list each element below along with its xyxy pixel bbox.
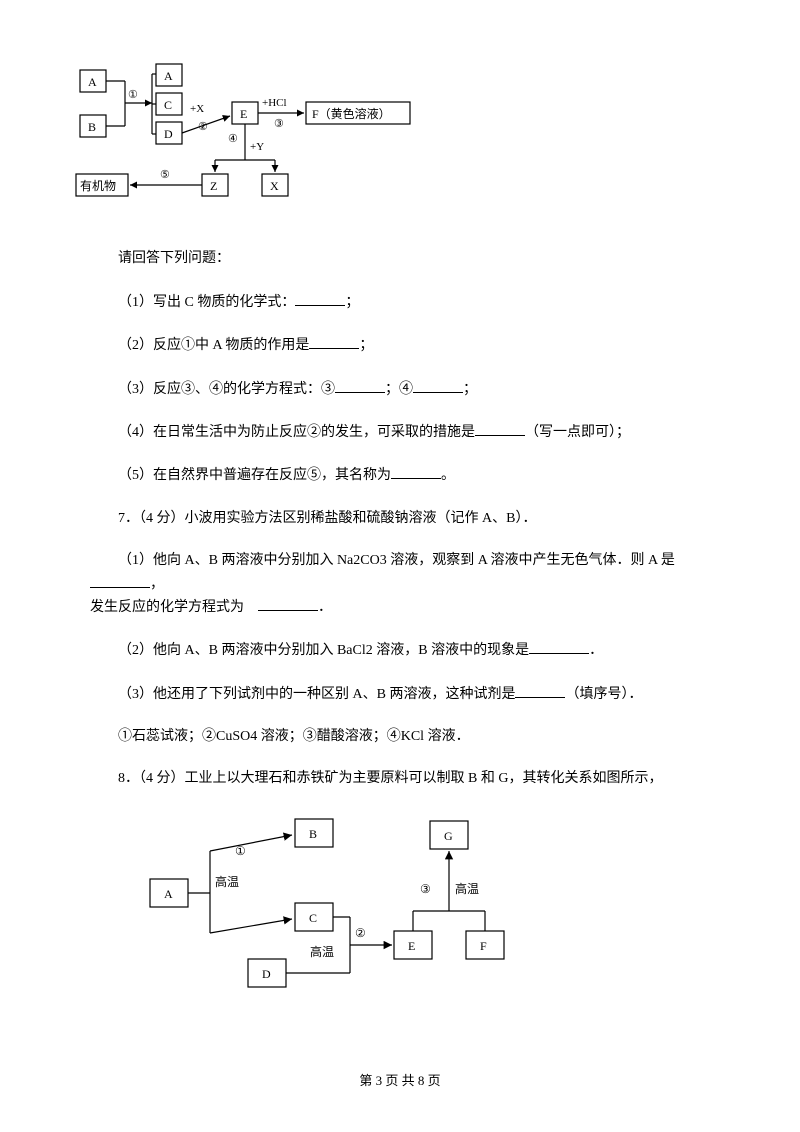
node-X: X [270, 179, 279, 193]
d2-hi2: 高温 [310, 944, 334, 959]
q7-3a: （3）他还用了下列试剂中的一种区别 A、B 两溶液，这种试剂是 [118, 687, 515, 702]
q6-2a: （2）反应①中 A 物质的作用是 [118, 338, 309, 353]
q6-4b: （写一点即可）； [525, 425, 630, 440]
node-F: F（黄色溶液） [312, 106, 391, 121]
d2-A: A [164, 887, 173, 901]
d2-C: C [309, 911, 317, 925]
q7-1d: ． [318, 600, 332, 615]
d2-l1: ① [235, 844, 246, 858]
d2-D: D [262, 967, 271, 981]
blank [90, 573, 150, 588]
d2-G: G [444, 829, 453, 843]
node-D: D [164, 127, 173, 141]
q6-4a: （4）在日常生活中为防止反应②的发生，可采取的措施是 [118, 425, 475, 440]
blank [515, 683, 565, 698]
q6-1: （1）写出 C 物质的化学式： ； [90, 291, 730, 314]
blank [295, 291, 345, 306]
node-A1: A [88, 75, 97, 89]
q7-title: 7．（4 分）小波用实验方法区别稀盐酸和硫酸钠溶液（记作 A、B）． [90, 508, 730, 530]
q6-intro: 请回答下列问题： [90, 248, 730, 270]
q7-3: （3）他还用了下列试剂中的一种区别 A、B 两溶液，这种试剂是 （填序号）． [90, 683, 730, 706]
blank [391, 464, 441, 479]
node-organic: 有机物 [80, 179, 116, 193]
q7-2: （2）他向 A、B 两溶液中分别加入 BaCl2 溶液，B 溶液中的现象是 ． [90, 639, 730, 662]
q6-2: （2）反应①中 A 物质的作用是 ； [90, 334, 730, 357]
edge-3h: +HCl [262, 97, 287, 109]
blank [529, 639, 589, 654]
d2-B: B [309, 827, 317, 841]
edge-3: ③ [274, 118, 284, 130]
q6-3: （3）反应③、④的化学方程式：③ ；④ ； [90, 378, 730, 401]
diagram-1: A B ① A C D +X ② [70, 60, 730, 218]
blank [413, 378, 463, 393]
q7-3b: （填序号）． [565, 687, 642, 702]
d2-hi3: 高温 [455, 881, 479, 896]
d2-F: F [480, 939, 487, 953]
d2-hi1: 高温 [215, 874, 239, 889]
blank [258, 596, 318, 611]
blank [475, 421, 525, 436]
edge-5: ⑤ [160, 169, 170, 181]
q8-title: 8．（4 分）工业上以大理石和赤铁矿为主要原料可以制取 B 和 G，其转化关系如… [90, 768, 730, 790]
node-C: C [164, 98, 172, 112]
q7-1: （1）他向 A、B 两溶液中分别加入 Na2CO3 溶液，观察到 A 溶液中产生… [90, 550, 730, 619]
q7-2a: （2）他向 A、B 两溶液中分别加入 BaCl2 溶液，B 溶液中的现象是 [118, 643, 529, 658]
d2-E: E [408, 939, 415, 953]
q6-5b: 。 [441, 468, 455, 483]
q7-1a: （1）他向 A、B 两溶液中分别加入 Na2CO3 溶液，观察到 A 溶液中产生… [90, 553, 675, 568]
node-B: B [88, 120, 96, 134]
q6-3a: （3）反应③、④的化学方程式：③ [118, 382, 335, 397]
blank [309, 334, 359, 349]
diagram-2: A ① 高温 B C D ② 高温 E [140, 811, 730, 1009]
q7-2b: ． [589, 643, 603, 658]
edge-2: ② [198, 121, 208, 133]
q6-1a: （1）写出 C 物质的化学式： [118, 295, 295, 310]
q6-4: （4）在日常生活中为防止反应②的发生，可采取的措施是 （写一点即可）； [90, 421, 730, 444]
q6-5: （5）在自然界中普遍存在反应⑤，其名称为 。 [90, 464, 730, 487]
q6-2b: ； [359, 338, 373, 353]
edge-4y: +Y [250, 141, 264, 153]
edge-2x: +X [190, 103, 204, 115]
d2-l2: ② [355, 926, 366, 940]
q6-3b: ；④ [385, 382, 413, 397]
q7-4: ①石蕊试液；②CuSO4 溶液；③醋酸溶液；④KCl 溶液． [90, 726, 730, 748]
q7-1c: 发生反应的化学方程式为 [90, 600, 258, 615]
page-footer: 第 3 页 共 8 页 [0, 1071, 800, 1092]
q6-1b: ； [345, 295, 359, 310]
q7-1b: ， [150, 577, 164, 592]
d2-l3: ③ [420, 882, 431, 896]
edge-1: ① [128, 89, 138, 101]
node-E: E [240, 107, 247, 121]
q6-3c: ； [463, 382, 477, 397]
node-Z: Z [210, 179, 217, 193]
q6-5a: （5）在自然界中普遍存在反应⑤，其名称为 [118, 468, 391, 483]
edge-4: ④ [228, 133, 238, 145]
blank [335, 378, 385, 393]
node-A2: A [164, 69, 173, 83]
